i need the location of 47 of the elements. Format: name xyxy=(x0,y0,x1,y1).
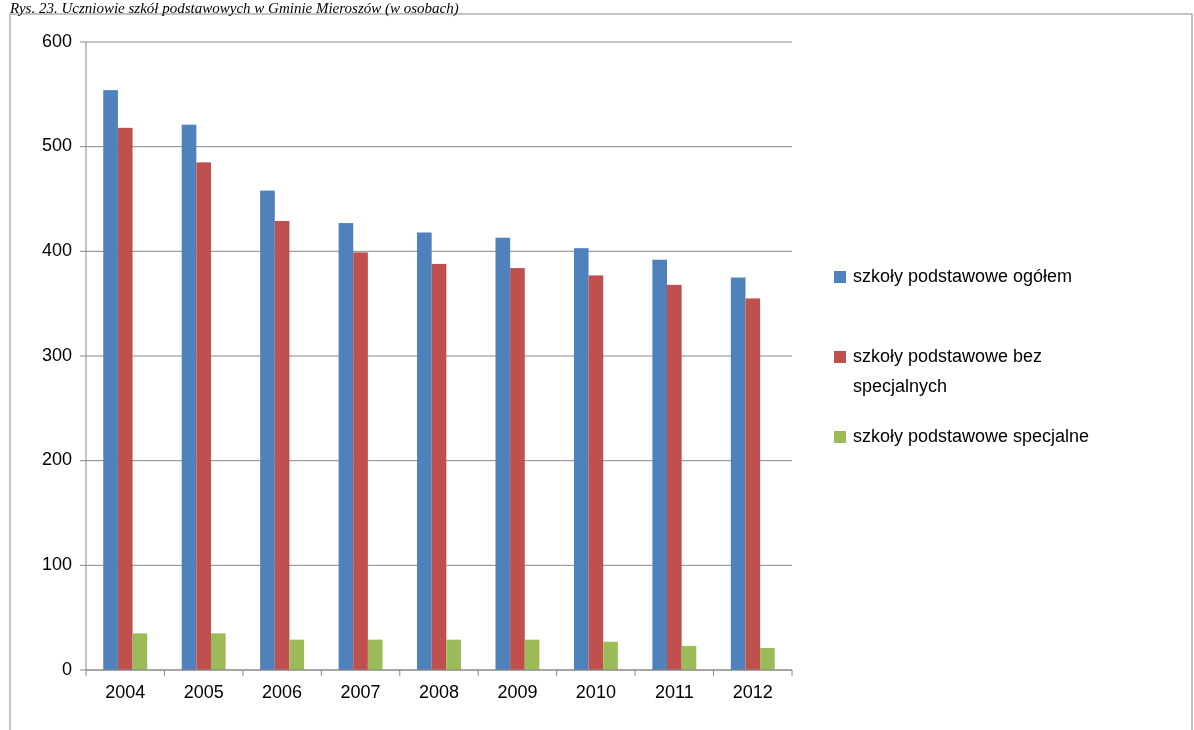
x-tick-label: 2008 xyxy=(418,682,460,702)
bar xyxy=(103,90,118,670)
legend-label: szkoły podstawowe specjalne xyxy=(853,425,1090,446)
bar xyxy=(210,633,226,670)
bar xyxy=(524,639,540,670)
bar xyxy=(745,298,761,670)
legend-label: szkoły podstawowe ogółem xyxy=(853,265,1073,286)
y-tick-label: 600 xyxy=(41,30,72,51)
bar xyxy=(367,639,383,670)
y-tick-label: 100 xyxy=(41,554,72,575)
chart-title: Rys. 23. Uczniowie szkół podstawowych w Gminie Mieroszów (w osobach) xyxy=(9,0,459,18)
bar xyxy=(417,232,432,670)
bar xyxy=(274,220,290,670)
bar xyxy=(196,162,211,670)
bar xyxy=(117,127,133,670)
y-tick-label: 400 xyxy=(41,240,72,261)
y-tick-label: 200 xyxy=(41,449,72,470)
bar xyxy=(289,639,305,670)
x-tick-label: 2007 xyxy=(340,682,381,702)
bar xyxy=(446,639,461,670)
x-tick-label: 2012 xyxy=(732,682,773,702)
bar xyxy=(260,190,275,670)
y-tick-label: 500 xyxy=(41,135,72,156)
bar xyxy=(573,248,589,670)
bar xyxy=(338,223,354,670)
bar xyxy=(730,277,746,670)
x-tick-label: 2004 xyxy=(105,682,146,702)
bar xyxy=(510,268,525,670)
bar xyxy=(353,252,368,670)
x-tick-label: 2010 xyxy=(575,682,616,702)
x-tick-label: 2009 xyxy=(497,682,538,702)
bar xyxy=(431,263,447,670)
y-tick-label: 300 xyxy=(41,344,72,365)
bar xyxy=(603,641,618,670)
bar xyxy=(132,633,148,670)
bar xyxy=(652,259,668,670)
bar xyxy=(760,648,775,670)
x-tick-label: 2011 xyxy=(654,682,694,702)
y-tick-label: 0 xyxy=(61,658,72,679)
bar xyxy=(667,284,682,670)
bar xyxy=(588,275,604,670)
bar xyxy=(181,124,197,670)
bar xyxy=(681,645,697,670)
x-tick-label: 2005 xyxy=(183,682,224,702)
legend-label: szkoły podstawowe bez specjalnych xyxy=(853,345,1043,396)
x-tick-label: 2006 xyxy=(262,682,303,702)
bar xyxy=(495,237,511,670)
